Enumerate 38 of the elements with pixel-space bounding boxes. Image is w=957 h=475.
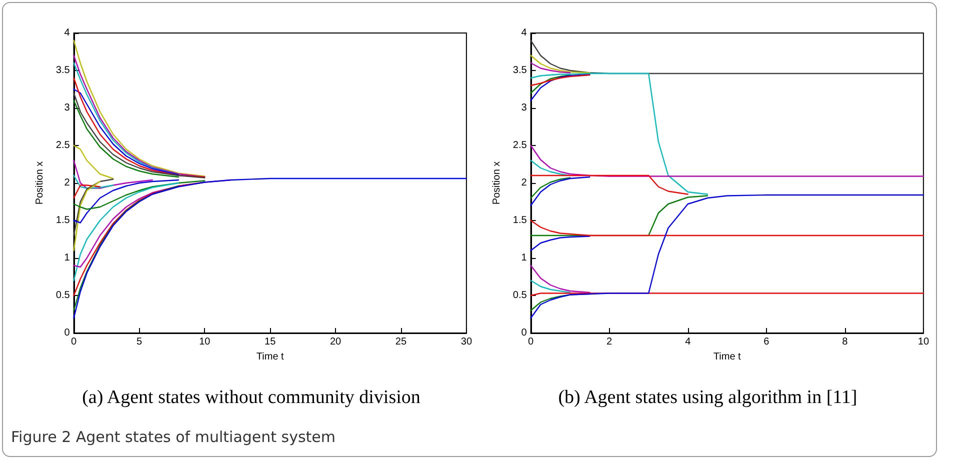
text: (b) Agent states using algorithm in [11] (557, 387, 858, 409)
x-axis-title: Time t (256, 351, 284, 362)
x-tick-label: 20 (330, 336, 342, 348)
x-tick-label: 5 (136, 336, 143, 348)
text: (a) Agent states without community division (81, 387, 422, 409)
x-tick-label: 10 (199, 336, 211, 348)
y-tick-label: 2.5 (56, 140, 70, 151)
x-tick-label: 2 (606, 336, 612, 348)
y-tick-label: 1 (64, 252, 70, 264)
x-tick-label: 0 (528, 336, 534, 348)
y-tick-label: 3.5 (512, 65, 527, 76)
y-tick-label: 3 (64, 102, 70, 114)
x-tick-label: 0 (71, 336, 78, 348)
x-tick-label: 8 (842, 336, 848, 348)
x-axis-title: Time t (713, 351, 741, 362)
y-tick-label: 1 (520, 252, 527, 264)
y-tick-label: 0 (64, 328, 70, 338)
x-tick-label: 4 (684, 336, 691, 348)
y-tick-label: 0.5 (56, 290, 70, 301)
x-tick-label: 25 (396, 336, 408, 348)
y-tick-label: 2 (64, 178, 70, 188)
y-tick-label: 1.5 (512, 215, 527, 226)
y-tick-label: 4 (520, 28, 527, 38)
y-tick-label: 4 (64, 28, 70, 38)
y-tick-label: 3 (520, 102, 527, 114)
x-tick-label: 30 (461, 336, 473, 348)
y-axis-title: Position x (491, 161, 502, 205)
y-tick-label: 1.5 (56, 215, 70, 226)
y-tick-label: 2 (520, 178, 527, 188)
y-axis-title: Position x (34, 161, 46, 205)
caption: Figure 2 Agent states of multiagent system (11, 428, 336, 446)
y-tick-label: 3.5 (56, 65, 70, 76)
y-tick-label: 2.5 (512, 140, 527, 151)
x-tick-label: 10 (918, 336, 930, 348)
x-tick-label: 6 (763, 336, 770, 348)
y-tick-label: 0 (520, 328, 527, 338)
y-tick-label: 0.5 (512, 290, 527, 301)
x-tick-label: 15 (264, 336, 276, 348)
